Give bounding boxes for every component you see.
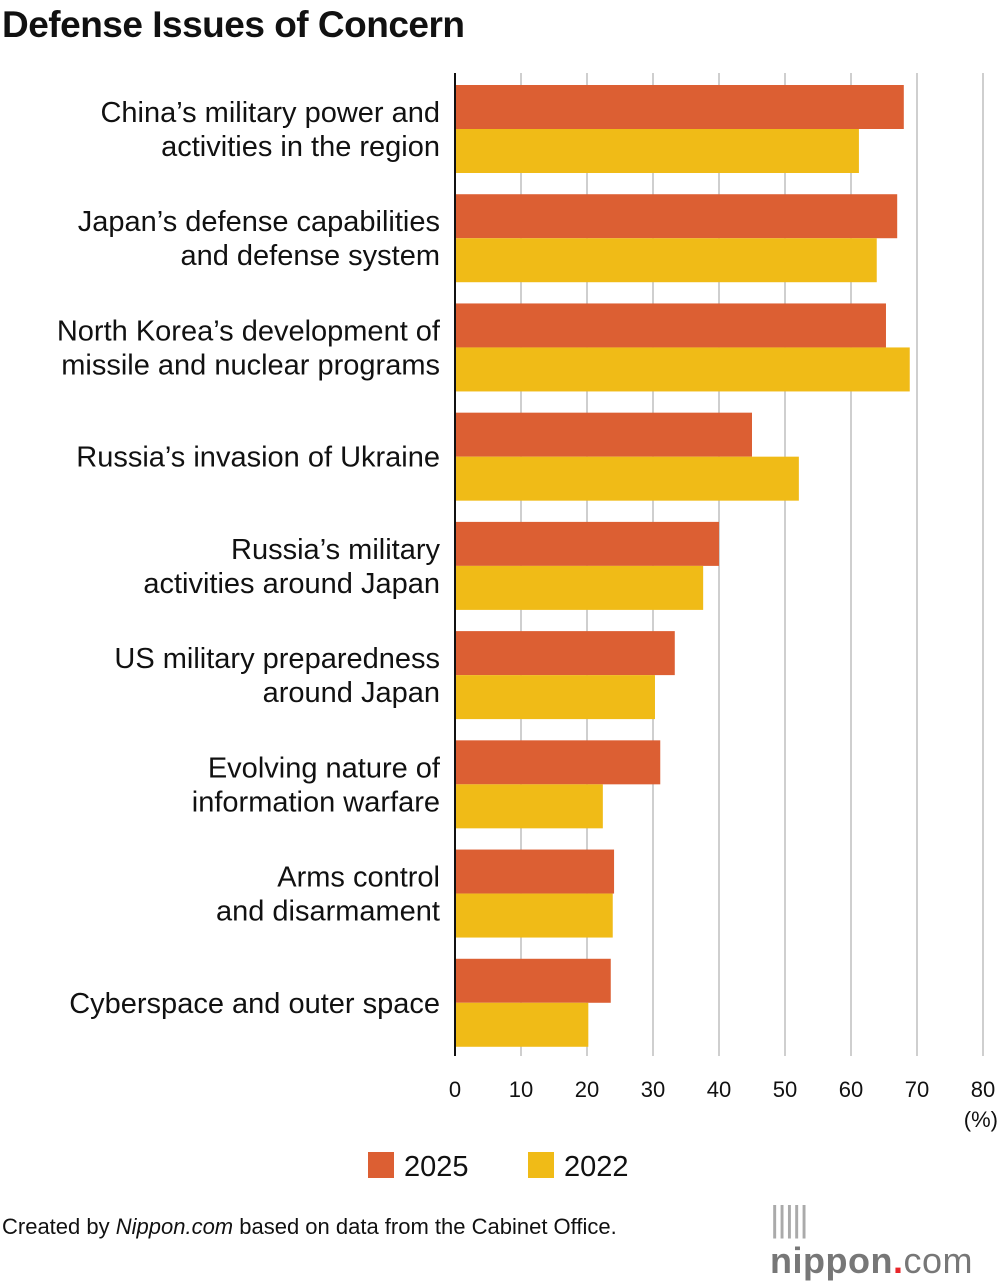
bar-2022 [455, 238, 877, 283]
category-label: missile and nuclear programs [61, 349, 440, 381]
bar-2022 [455, 456, 799, 501]
bar-2025 [455, 85, 904, 129]
x-tick-label: 10 [509, 1077, 533, 1102]
legend-swatch-2025 [368, 1152, 394, 1178]
bar-2025 [455, 958, 611, 1003]
credit-prefix: Created by [2, 1214, 116, 1239]
x-tick-label: 70 [905, 1077, 929, 1102]
category-label: Japan’s defense capabilities [78, 206, 440, 238]
category-label: Arms control [277, 862, 440, 894]
bar-2025 [455, 194, 898, 239]
bar-2025 [455, 740, 661, 785]
bar-2025 [455, 521, 719, 566]
x-tick-label: 40 [707, 1077, 731, 1102]
category-label: and defense system [180, 240, 440, 272]
bar-2022 [455, 129, 859, 173]
bar-2025 [455, 631, 675, 676]
x-tick-label: 50 [773, 1077, 797, 1102]
category-label: activities in the region [161, 131, 440, 163]
x-tick-label: 80 [971, 1077, 995, 1102]
credit-source: Nippon.com [115, 1214, 234, 1239]
bar-2022 [455, 784, 603, 829]
category-label: Cyberspace and outer space [69, 988, 440, 1020]
category-label: China’s military power and [100, 97, 440, 129]
category-label: information warfare [192, 786, 440, 818]
category-label: Evolving nature of [208, 752, 441, 784]
chart-title: Defense Issues of Concern [2, 4, 465, 45]
category-label: around Japan [263, 677, 440, 709]
bar-2025 [455, 412, 752, 457]
bar-2022 [455, 675, 655, 720]
x-tick-label: 0 [449, 1077, 461, 1102]
bar-2025 [455, 849, 615, 894]
bar-2022 [455, 565, 704, 610]
category-label: Russia’s invasion of Ukraine [76, 442, 440, 474]
category-label: North Korea’s development of [57, 315, 441, 347]
bar-2022 [455, 1002, 589, 1047]
nippon-logo: ||||| nippon.com [770, 1198, 973, 1281]
x-tick-label: 20 [575, 1077, 599, 1102]
category-label: Russia’s military [231, 534, 440, 566]
bar-2022 [455, 893, 613, 938]
category-label: and disarmament [216, 896, 440, 928]
category-label: US military preparedness [114, 643, 440, 675]
bar-chart: 0 10 20 30 40 50 60 70 80 (%) China’s military pow… [57, 73, 998, 1183]
credit-text: Created by Nippon.com based on data from… [2, 1214, 617, 1240]
bar-2022 [455, 347, 910, 392]
x-tick-label: 60 [839, 1077, 863, 1102]
bar-2025 [455, 303, 886, 348]
x-tick-label: 30 [641, 1077, 665, 1102]
legend-label-2025: 2025 [404, 1151, 469, 1183]
category-label: activities around Japan [143, 568, 440, 600]
legend-swatch-2022 [528, 1152, 554, 1178]
credit-suffix: based on data from the Cabinet Office. [233, 1214, 617, 1239]
legend-label-2022: 2022 [564, 1151, 629, 1183]
x-unit-label: (%) [964, 1107, 998, 1132]
